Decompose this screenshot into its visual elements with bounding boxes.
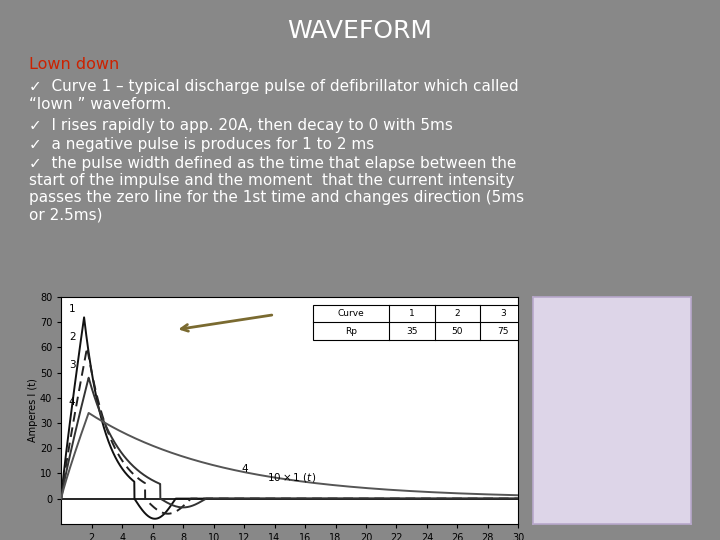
Text: 50: 50 [451,327,463,335]
Text: 3: 3 [500,309,506,318]
Text: 1: 1 [409,309,415,318]
Text: ✓  I rises rapidly to app. 20A, then decay to 0 with 5ms: ✓ I rises rapidly to app. 20A, then deca… [29,118,453,133]
Text: 4: 4 [241,464,248,474]
Text: 125: 125 [544,327,562,335]
Bar [312,305,580,340]
Text: Curve: Curve [338,309,364,318]
Text: 4: 4 [69,397,76,407]
Text: 3: 3 [69,360,76,369]
Text: 4: 4 [550,309,556,318]
Y-axis label: Amperes I (t): Amperes I (t) [28,379,38,442]
Text: 75: 75 [498,327,509,335]
Text: $10 \times 1\ (t)$: $10 \times 1\ (t)$ [267,471,316,484]
Text: 1: 1 [69,304,76,314]
Text: ✓  a negative pulse is produces for 1 to 2 ms: ✓ a negative pulse is produces for 1 to … [29,137,374,152]
Text: 2: 2 [69,332,76,342]
Text: ✓  the pulse width defined as the time that elapse between the
start of the impu: ✓ the pulse width defined as the time th… [29,156,524,222]
Text: Rp: Rp [345,327,357,335]
Text: ✓  Curve 1 – typical discharge pulse of defibrillator which called
“lown ” wavef: ✓ Curve 1 – typical discharge pulse of d… [29,79,518,112]
Text: 35: 35 [406,327,418,335]
Text: WAVEFORM: WAVEFORM [287,19,433,43]
Text: Lown down: Lown down [29,57,119,72]
Text: 2: 2 [454,309,460,318]
